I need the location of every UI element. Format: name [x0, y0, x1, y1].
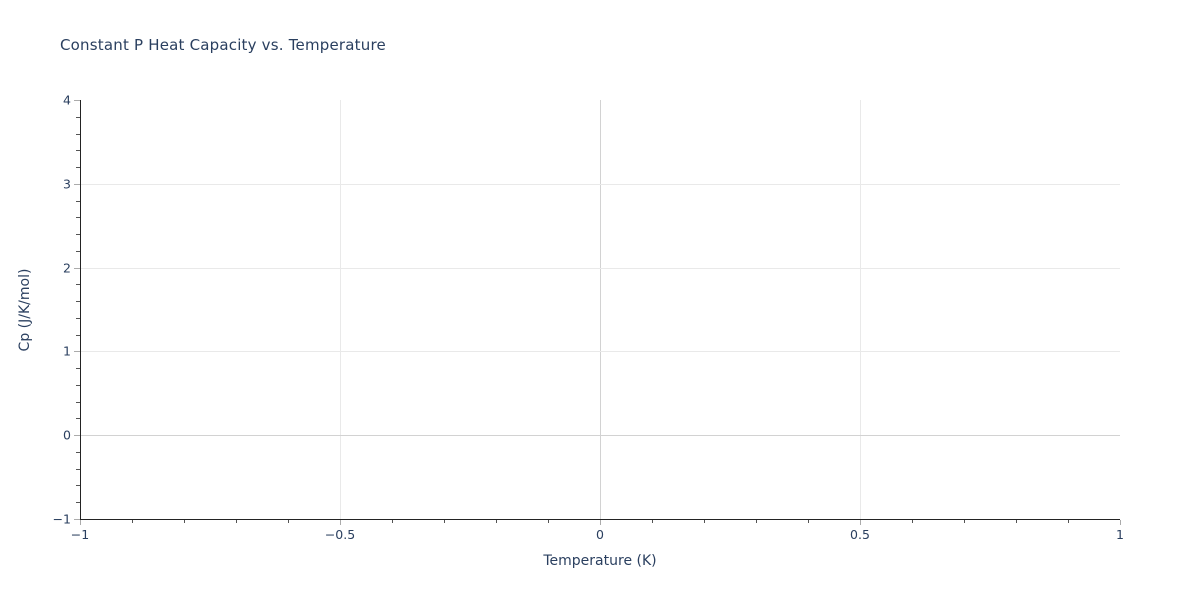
- x-minor-tick: [1068, 520, 1069, 523]
- x-minor-tick: [496, 520, 497, 523]
- x-minor-tick: [912, 520, 913, 523]
- y-minor-tick: [76, 384, 80, 386]
- x-tick-label: 0.5: [850, 527, 870, 542]
- x-minor-tick: [808, 520, 809, 523]
- y-minor-tick: [76, 284, 80, 286]
- x-minor-tick: [756, 520, 757, 523]
- x-minor-tick: [132, 520, 133, 523]
- y-tick-label: −1: [52, 511, 71, 527]
- y-minor-tick: [76, 234, 80, 236]
- y-tick-label: 4: [63, 92, 71, 108]
- x-minor-tick: [444, 520, 445, 523]
- x-tick-label: −0.5: [324, 527, 356, 542]
- y-major-tick: [74, 183, 80, 185]
- x-major-tick: [600, 520, 601, 525]
- chart-title: Constant P Heat Capacity vs. Temperature: [60, 36, 386, 54]
- y-major-tick: [74, 351, 80, 353]
- y-minor-tick: [76, 167, 80, 169]
- y-minor-tick: [76, 418, 80, 420]
- x-tick-label: 1: [1116, 527, 1124, 542]
- y-minor-tick: [76, 301, 80, 303]
- x-minor-tick: [288, 520, 289, 523]
- x-major-tick: [340, 520, 341, 525]
- y-minor-tick: [76, 485, 80, 487]
- x-zeroline: [600, 100, 601, 519]
- y-major-tick: [74, 100, 80, 101]
- y-minor-tick: [76, 401, 80, 403]
- y-tick-label: 2: [63, 260, 71, 276]
- x-minor-tick: [704, 520, 705, 523]
- y-gridline: [81, 351, 1120, 353]
- x-gridline: [340, 100, 341, 519]
- y-gridline: [81, 183, 1120, 185]
- x-minor-tick: [548, 520, 549, 523]
- y-minor-tick: [76, 200, 80, 202]
- x-tick-label: 0: [596, 527, 604, 542]
- y-minor-tick: [76, 217, 80, 219]
- x-axis-title: Temperature (K): [543, 553, 657, 569]
- x-axis-line: [80, 519, 1120, 520]
- x-minor-tick: [392, 520, 393, 523]
- y-minor-tick: [76, 368, 80, 370]
- x-minor-tick: [184, 520, 185, 523]
- x-gridline: [860, 100, 861, 519]
- y-axis-line: [80, 100, 81, 520]
- y-gridline: [81, 267, 1120, 269]
- y-major-tick: [74, 267, 80, 269]
- x-minor-tick: [964, 520, 965, 523]
- x-major-tick: [860, 520, 861, 525]
- x-minor-tick: [1016, 520, 1017, 523]
- y-minor-tick: [76, 317, 80, 319]
- y-tick-label: 3: [63, 176, 71, 192]
- x-major-tick: [80, 520, 81, 525]
- y-tick-label: 1: [63, 343, 71, 359]
- y-minor-tick: [76, 502, 80, 504]
- y-zeroline: [81, 435, 1120, 437]
- y-minor-tick: [76, 150, 80, 152]
- y-minor-tick: [76, 250, 80, 252]
- y-minor-tick: [76, 133, 80, 135]
- y-axis-title: Cp (J/K/mol): [17, 268, 33, 352]
- plot-area[interactable]: −1 −0.5 0 0.5 1 −1 0 1 2 3 4: [53, 93, 1124, 543]
- x-major-tick: [1120, 520, 1121, 525]
- y-major-tick: [74, 435, 80, 437]
- y-minor-tick: [76, 116, 80, 118]
- y-major-tick: [74, 519, 80, 520]
- y-minor-tick: [76, 451, 80, 453]
- x-minor-tick: [236, 520, 237, 523]
- x-tick-label: −1: [70, 527, 90, 542]
- x-minor-tick: [652, 520, 653, 523]
- y-tick-label: 0: [63, 427, 71, 443]
- y-minor-tick: [76, 468, 80, 470]
- y-minor-tick: [76, 334, 80, 336]
